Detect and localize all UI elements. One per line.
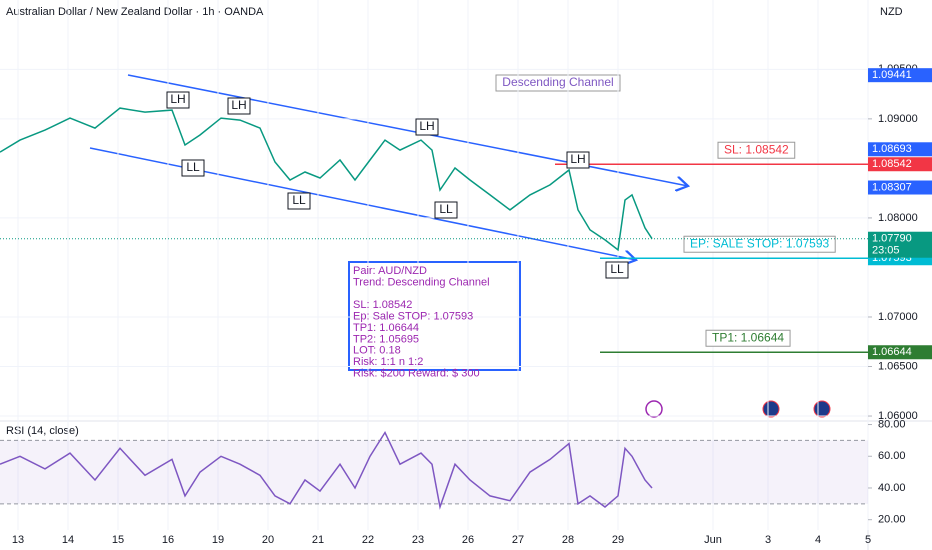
price-tag bbox=[868, 68, 932, 83]
x-tick-label: 28 bbox=[562, 534, 574, 546]
chart-title: Australian Dollar / New Zealand Dollar ·… bbox=[6, 6, 264, 18]
swing-box bbox=[227, 97, 251, 115]
event-icon bbox=[813, 400, 831, 418]
price-tag-label: 1.08307 bbox=[872, 181, 912, 193]
price-tag bbox=[868, 180, 932, 195]
y-tick-label: 1.08000 bbox=[878, 212, 918, 224]
y-tick-label: 80.00 bbox=[878, 418, 906, 430]
event-icon bbox=[645, 400, 663, 418]
x-tick-label: 20 bbox=[262, 534, 274, 546]
x-tick-label: 26 bbox=[462, 534, 474, 546]
level-label: EP: SALE STOP: 1.07593 bbox=[690, 236, 830, 250]
swing-label: LL bbox=[610, 262, 624, 276]
swing-box bbox=[181, 159, 205, 177]
y-tick-label: 1.07000 bbox=[878, 311, 918, 323]
x-tick-label: 29 bbox=[612, 534, 624, 546]
info-line: Pair: AUD/NZD bbox=[353, 265, 427, 277]
rsi-title: RSI (14, close) bbox=[6, 425, 79, 437]
channel-lower bbox=[89, 147, 636, 260]
x-tick-label: 21 bbox=[312, 534, 324, 546]
x-tick-label: 23 bbox=[412, 534, 424, 546]
level-label-box bbox=[717, 141, 796, 159]
x-tick-label: 4 bbox=[815, 534, 821, 546]
price-tag bbox=[868, 142, 932, 157]
swing-label: LH bbox=[170, 92, 185, 106]
price-tag bbox=[868, 157, 932, 172]
x-tick-label: 13 bbox=[12, 534, 24, 546]
swing-label: LH bbox=[419, 119, 434, 133]
y-tick-label: 40.00 bbox=[878, 482, 906, 494]
price-tag bbox=[868, 345, 932, 360]
info-box bbox=[348, 261, 521, 371]
price-line bbox=[0, 107, 653, 252]
level-label-box bbox=[705, 329, 791, 347]
y-tick-label: 1.09000 bbox=[878, 113, 918, 125]
info-line: Ep: Sale STOP: 1.07593 bbox=[353, 311, 473, 323]
price-tag-label: 1.06644 bbox=[872, 346, 912, 358]
level-label-box bbox=[683, 235, 836, 253]
info-line: Risk: 1:1 n 1:2 bbox=[353, 356, 423, 368]
price-tag bbox=[868, 231, 932, 258]
swing-box bbox=[566, 151, 590, 169]
price-line bbox=[0, 430, 653, 510]
channel-label: Descending Channel bbox=[502, 75, 613, 89]
swing-box bbox=[415, 118, 439, 136]
channel-label-box bbox=[495, 74, 621, 92]
x-tick-label: 19 bbox=[212, 534, 224, 546]
x-tick-label: 14 bbox=[62, 534, 74, 546]
price-tag-label: 1.08542 bbox=[872, 158, 912, 170]
x-tick-label: 22 bbox=[362, 534, 374, 546]
level-label: TP1: 1.06644 bbox=[712, 330, 784, 344]
info-line: LOT: 0.18 bbox=[353, 345, 401, 357]
channel-upper bbox=[127, 74, 688, 186]
x-tick-label: 15 bbox=[112, 534, 124, 546]
swing-label: LL bbox=[292, 193, 306, 207]
swing-box bbox=[287, 192, 311, 210]
y-tick-label: 1.06000 bbox=[878, 410, 918, 422]
swing-label: LH bbox=[231, 98, 246, 112]
info-line: TP1: 1.06644 bbox=[353, 322, 419, 334]
x-tick-label: 27 bbox=[512, 534, 524, 546]
x-tick-label: 16 bbox=[162, 534, 174, 546]
info-line: SL: 1.08542 bbox=[353, 299, 412, 311]
swing-box bbox=[434, 201, 458, 219]
level-label: SL: 1.08542 bbox=[724, 142, 789, 156]
x-tick-label: 5 bbox=[865, 534, 871, 546]
price-tag-label: 1.08693 bbox=[872, 143, 912, 155]
y-tick-label: 20.00 bbox=[878, 514, 906, 526]
currency-label: NZD bbox=[880, 6, 903, 18]
countdown: 23:05 bbox=[872, 245, 900, 257]
swing-label: LH bbox=[570, 152, 585, 166]
info-line: Trend: Descending Channel bbox=[353, 276, 490, 288]
y-tick-label: 60.00 bbox=[878, 450, 906, 462]
swing-label: LL bbox=[439, 202, 453, 216]
price-tag-label: 1.09441 bbox=[872, 69, 912, 81]
x-tick-label: 3 bbox=[765, 534, 771, 546]
price-tag-label: 1.07790 bbox=[872, 233, 912, 245]
x-tick-label: Jun bbox=[704, 534, 722, 546]
event-icon bbox=[762, 400, 780, 418]
y-tick-label: 1.06500 bbox=[878, 360, 918, 372]
info-line: Risk: $200 Reward: $ 300 bbox=[353, 368, 480, 380]
swing-box bbox=[605, 261, 629, 279]
swing-label: LL bbox=[186, 160, 200, 174]
info-line: TP2: 1.05695 bbox=[353, 333, 419, 345]
swing-box bbox=[166, 91, 190, 109]
